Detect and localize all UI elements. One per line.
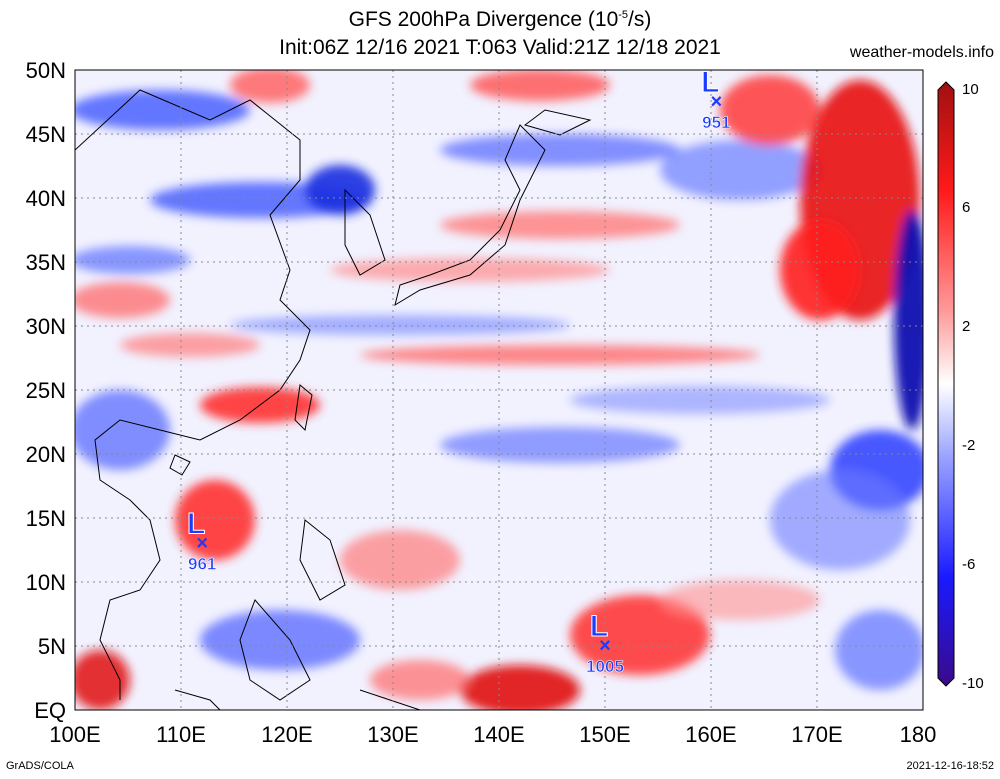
low-center-cross-icon: × [196,533,208,555]
lat-label: 20N [26,442,66,467]
divergence-field [75,70,923,710]
colorbar-label: 2 [962,318,970,335]
low-pressure-value: 951 [702,113,730,132]
low-pressure-value: 1005 [586,657,624,676]
low-symbol: L [187,508,205,541]
footer-credit: GrADS/COLA [6,760,74,772]
colorbar: 10 6 2 -2 -6 -10 [937,81,984,692]
low-symbol: L [590,610,608,643]
low-center-cross-icon: × [710,91,722,113]
lat-axis: 50N 45N 40N 35N 30N 25N 20N 15N 10N 5N E… [26,58,66,723]
lon-label: 130E [367,722,418,747]
lon-label: 160E [685,722,736,747]
colorbar-label: 10 [962,81,979,98]
lat-label: 10N [26,570,66,595]
lat-label: 30N [26,314,66,339]
lat-label: 15N [26,506,66,531]
lat-label: 50N [26,58,66,83]
low-center-cross-icon: × [599,635,611,657]
low-symbol: L [701,66,719,99]
map-subtitle: Init:06Z 12/16 2021 T:063 Valid:21Z 12/1… [279,36,721,59]
lon-label: 110E [156,722,206,747]
plot-frame [74,69,924,711]
lon-axis: 100E 110E 120E 130E 140E 150E 160E 170E … [49,722,936,747]
lat-label: 35N [26,250,66,275]
coastlines [75,89,592,710]
graticule [75,70,923,710]
colorbar-label: -6 [962,556,975,573]
colorbar-label: -10 [962,675,984,692]
lat-label: EQ [34,698,66,723]
footer-timestamp: 2021-12-16-18:52 [906,760,994,772]
map-title: GFS 200hPa Divergence (10-5/s) [348,8,652,31]
low-pressure-value: 961 [188,555,216,574]
lat-label: 25N [26,378,66,403]
lon-label: 140E [473,722,524,747]
site-credit: weather-models.info [849,44,994,61]
lon-label: 170E [791,722,842,747]
colorbar-label: 6 [962,199,970,216]
lon-label: 180 [900,722,937,747]
lon-label: 150E [579,722,630,747]
lat-label: 45N [26,122,66,147]
colorbar-label: -2 [962,437,975,454]
lat-label: 40N [26,186,66,211]
lat-label: 5N [38,634,66,659]
lon-label: 100E [49,722,100,747]
lon-label: 120E [261,722,312,747]
